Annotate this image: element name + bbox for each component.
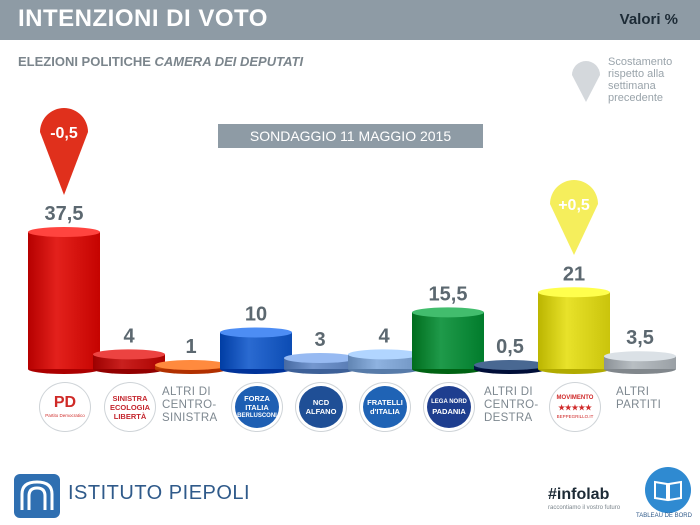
logo-lega: LEGA NORD PADANIA: [423, 382, 475, 432]
bar: [538, 287, 610, 374]
others-line: PARTITI: [616, 399, 662, 411]
bar-value-label: 0,5: [496, 336, 524, 358]
change-pin: [550, 180, 598, 255]
page-title: INTENZIONI DI VOTO: [18, 5, 268, 32]
bar: [412, 307, 484, 374]
change-pin-shape: [550, 180, 598, 255]
others-line: DESTRA: [484, 412, 533, 424]
others-line: CENTRO-: [484, 399, 539, 411]
logo-text: MOVIMENTO: [556, 394, 594, 401]
logo-text: PADANIA: [432, 407, 466, 416]
bar-body: [284, 358, 356, 369]
logo-fi: FORZA ITALIA BERLUSCONI: [231, 382, 283, 432]
logo-text: ALFANO: [305, 407, 337, 416]
bar-body: [538, 292, 610, 369]
bar-value-label: 15,5: [429, 283, 468, 305]
logo-text: BERLUSCONI: [237, 412, 277, 419]
logo-text: FORZA: [244, 393, 270, 403]
change-pin-label: +0,5: [558, 197, 590, 214]
logo-text: LIBERTÀ: [113, 411, 147, 421]
bar: [604, 351, 676, 374]
bar: [284, 353, 356, 374]
logo-subtext: BEPPEGRILLO.IT: [556, 413, 594, 419]
bar: [93, 349, 165, 374]
bar-top: [220, 327, 292, 338]
logo-text: ECOLOGIA: [109, 402, 150, 412]
logo-fdi: FRATELLI d'ITALIA: [359, 382, 411, 432]
bar: [28, 227, 100, 374]
bar: [474, 360, 546, 374]
piepoli-brand: ISTITUTO PIEPOLI: [14, 474, 250, 518]
others-line: ALTRI: [616, 386, 650, 398]
survey-date-box: SONDAGGIO 11 MAGGIO 2015: [218, 124, 483, 148]
bar-value-label: 37,5: [45, 203, 84, 225]
change-pin-label: -0,5: [50, 125, 78, 142]
others-line: CENTRO-: [162, 399, 217, 411]
legend-text: Scostamento rispetto alla settimana prec…: [608, 56, 698, 104]
bar-value-label: 21: [563, 263, 585, 285]
logo-text: d'ITALIA: [370, 407, 400, 416]
subtitle-prefix: ELEZIONI POLITICHE: [18, 54, 151, 69]
others-line: SINISTRA: [162, 412, 218, 424]
legend-line: rispetto alla: [608, 68, 665, 80]
bar: [220, 327, 292, 374]
bar-value-label: 3,5: [626, 327, 654, 349]
logo-pd: PD Partito Democratico: [39, 382, 91, 432]
logo-text: FRATELLI: [367, 398, 403, 407]
bar-top: [93, 349, 165, 360]
bar-value-label: 3: [314, 329, 325, 351]
legend-line: settimana: [608, 80, 656, 92]
change-pin: [40, 108, 88, 195]
tableau-label: TABLEAU DE BORD: [636, 513, 692, 519]
bar-top: [284, 353, 356, 364]
others-label-center-left: ALTRI DI CENTRO- SINISTRA: [162, 386, 217, 425]
logo-text: SINISTRA: [112, 393, 148, 403]
logo-m5s: MOVIMENTO ★★★★★ BEPPEGRILLO.IT: [549, 382, 601, 432]
infolab-logo: #infolab: [548, 486, 610, 503]
bar-value-label: 10: [245, 303, 267, 325]
bar-top: [538, 287, 610, 298]
bar-top: [155, 360, 227, 370]
header-bar: INTENZIONI DI VOTO Valori %: [0, 0, 700, 40]
logo-text: ITALIA: [245, 402, 269, 412]
others-label-other-parties: ALTRI PARTITI: [616, 386, 661, 412]
others-label-center-right: ALTRI DI CENTRO- DESTRA: [484, 386, 539, 425]
bar-top: [412, 307, 484, 318]
bar-value-label: 4: [378, 325, 390, 347]
piepoli-logo-icon: [14, 474, 60, 518]
bar-body: [412, 312, 484, 369]
bar: [155, 360, 227, 374]
bar-top: [474, 360, 546, 370]
logo-subtext: Partito Democratico: [45, 412, 85, 418]
bar-top: [348, 349, 420, 360]
bar-body: [220, 332, 292, 369]
legend-pin-icon: [572, 61, 600, 102]
logo-text: PD: [53, 393, 77, 411]
piepoli-brand-text: ISTITUTO PIEPOLI: [68, 482, 251, 504]
unit-label: Valori %: [619, 11, 678, 28]
infolab-tagline: raccontiamo il vostro futuro: [548, 505, 621, 511]
subtitle-emphasis: CAMERA DEI DEPUTATI: [154, 54, 304, 69]
legend-line: precedente: [608, 92, 664, 104]
tableau-book-icon: [645, 467, 691, 513]
change-pin-shape: [40, 108, 88, 195]
bar-value-label: 1: [185, 336, 196, 358]
logo-ncd: NCD ALFANO: [295, 382, 347, 432]
logo-sel: SINISTRA ECOLOGIA LIBERTÀ: [104, 382, 156, 432]
bar-value-label: 4: [123, 325, 135, 347]
logo-text: NCD: [312, 398, 330, 407]
logo-text: ★★★★★: [558, 402, 592, 412]
logo-text: LEGA NORD: [431, 399, 467, 405]
bar-top: [28, 227, 100, 237]
bar: [348, 349, 420, 374]
legend-line: Scostamento: [608, 56, 673, 68]
others-line: ALTRI DI: [484, 386, 533, 398]
chart-subtitle: ELEZIONI POLITICHE CAMERA DEI DEPUTATI: [18, 54, 303, 69]
others-line: ALTRI DI: [162, 386, 211, 398]
bar-top: [604, 351, 676, 362]
bar-body: [28, 232, 100, 369]
